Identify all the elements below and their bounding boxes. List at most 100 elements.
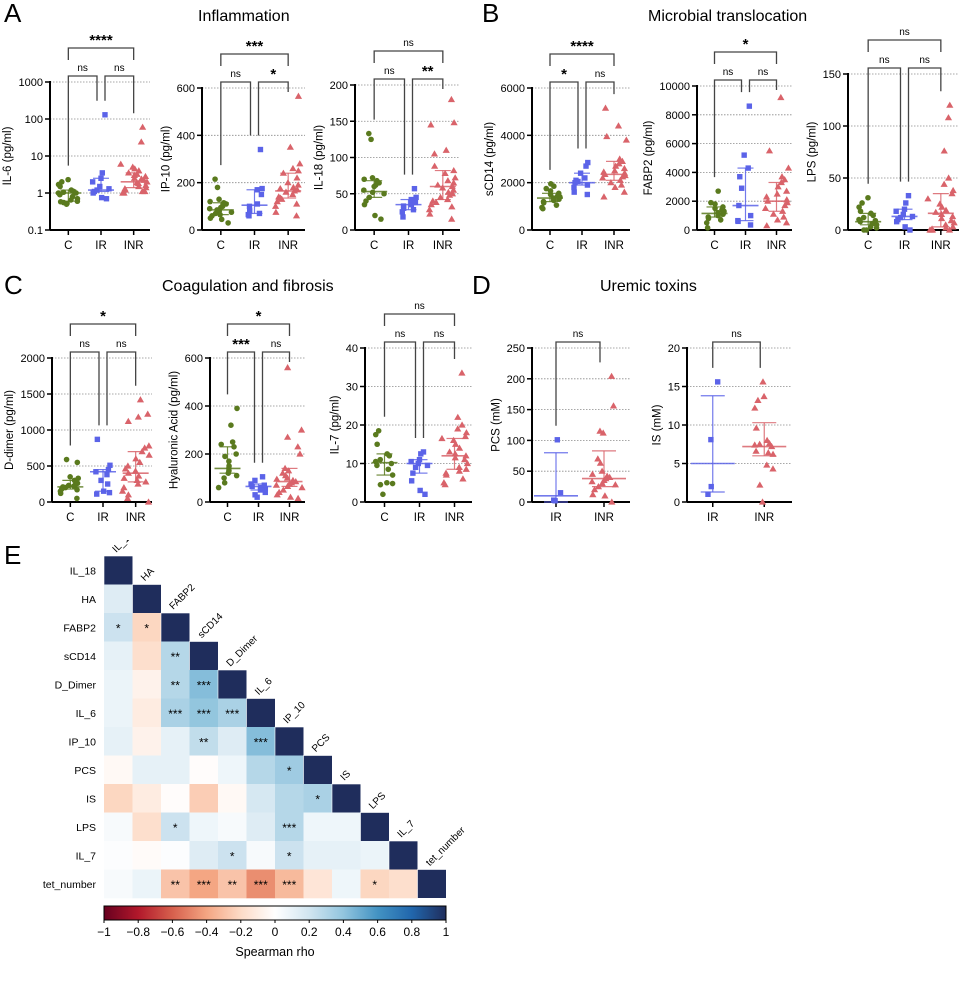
significance-marker: * xyxy=(287,764,292,778)
series-c xyxy=(57,456,82,502)
y-axis-label: D-dimer (pg/ml) xyxy=(4,390,16,470)
heatmap-cell xyxy=(161,869,190,899)
column-label: tet_number xyxy=(424,825,468,869)
colorbar-tick-label: 0 xyxy=(272,925,279,939)
panel-title-coagulation-fibrosis: Coagulation and fibrosis xyxy=(162,278,334,295)
heatmap-cell xyxy=(218,784,247,813)
data-point xyxy=(451,450,459,457)
data-point xyxy=(773,216,782,223)
data-point xyxy=(363,198,369,204)
data-point xyxy=(777,93,785,101)
data-point xyxy=(907,227,913,233)
x-tick-label: INR xyxy=(445,512,465,524)
data-point xyxy=(747,222,754,228)
x-tick-label: INR xyxy=(278,240,298,252)
data-point xyxy=(607,179,615,186)
y-tick-label: 1000 xyxy=(21,425,45,437)
data-point xyxy=(860,214,867,221)
data-point xyxy=(444,177,452,184)
y-tick-label: 6000 xyxy=(666,139,690,151)
y-tick-label: 2000 xyxy=(666,196,690,208)
significance-bracket xyxy=(411,78,444,175)
panel-letter-a: A xyxy=(4,0,22,28)
data-point xyxy=(430,150,439,157)
data-point xyxy=(609,402,618,409)
data-point xyxy=(104,481,111,487)
significance-bracket xyxy=(585,81,615,149)
data-point xyxy=(715,188,721,194)
y-tick-label: 4000 xyxy=(666,167,690,179)
significance-bracket xyxy=(69,323,137,336)
significance-marker: * xyxy=(372,878,377,892)
panel-title-microbial-translocation: Microbial translocation xyxy=(648,8,808,25)
significance-label: * xyxy=(270,66,276,83)
data-point xyxy=(603,472,611,479)
heatmap-cell xyxy=(274,726,305,757)
data-point xyxy=(761,204,770,211)
x-tick-label: C xyxy=(217,240,225,252)
significance-marker: *** xyxy=(254,735,268,749)
data-point xyxy=(102,112,108,118)
data-point xyxy=(590,486,599,493)
data-point xyxy=(442,469,450,476)
heatmap-cell xyxy=(360,869,390,899)
data-point xyxy=(58,179,65,185)
data-point xyxy=(764,449,772,456)
data-point xyxy=(384,479,390,486)
x-tick-label: C xyxy=(66,512,74,524)
data-point xyxy=(399,209,405,215)
data-point xyxy=(94,491,100,497)
data-point xyxy=(746,103,753,109)
significance-bracket xyxy=(549,53,615,66)
data-point xyxy=(573,177,579,183)
y-tick-label: 100 xyxy=(823,121,841,133)
y-tick-label: 1 xyxy=(37,188,43,200)
data-point xyxy=(553,202,560,208)
data-point xyxy=(133,170,141,177)
significance-label: ns xyxy=(403,38,414,49)
data-point xyxy=(738,185,745,191)
heatmap-cell xyxy=(103,555,134,586)
x-tick-label: C xyxy=(546,240,554,252)
heatmap-cell xyxy=(132,755,162,785)
data-point xyxy=(246,203,253,210)
column-label: PCS xyxy=(310,732,333,755)
significance-bracket xyxy=(104,75,135,114)
data-point xyxy=(440,479,448,486)
significance-bracket xyxy=(383,341,417,438)
heatmap-cell xyxy=(246,698,276,728)
heatmap-cell xyxy=(104,727,133,756)
significance-marker: * xyxy=(315,792,320,806)
data-point xyxy=(64,200,70,207)
significance-bracket xyxy=(422,341,456,438)
data-point xyxy=(897,214,904,221)
heatmap-cell xyxy=(388,840,419,871)
data-point xyxy=(294,167,302,174)
significance-bracket xyxy=(713,79,743,178)
data-point xyxy=(221,480,228,486)
data-point xyxy=(120,474,128,481)
x-tick-label: IR xyxy=(97,512,109,524)
data-point xyxy=(462,465,470,472)
data-point xyxy=(372,212,378,219)
heatmap-cell xyxy=(332,869,361,899)
data-point xyxy=(218,441,225,448)
data-point xyxy=(67,474,73,480)
data-point xyxy=(292,212,301,219)
data-point xyxy=(585,159,591,166)
significance-label: ns xyxy=(899,27,910,38)
data-point xyxy=(615,160,623,167)
data-point xyxy=(905,192,912,199)
y-tick-label: 1500 xyxy=(21,389,45,401)
significance-bracket xyxy=(748,79,778,93)
heatmap-cell xyxy=(331,783,362,814)
significance-label: ns xyxy=(879,55,890,66)
y-axis-label: Hyaluronic Acid (pg/ml) xyxy=(168,371,180,489)
data-point xyxy=(778,173,786,180)
row-label: D_Dimer xyxy=(55,679,97,691)
data-point xyxy=(252,477,258,484)
x-tick-label: IR xyxy=(403,240,415,252)
panel-letter-e: E xyxy=(4,540,22,570)
data-point xyxy=(620,164,629,172)
